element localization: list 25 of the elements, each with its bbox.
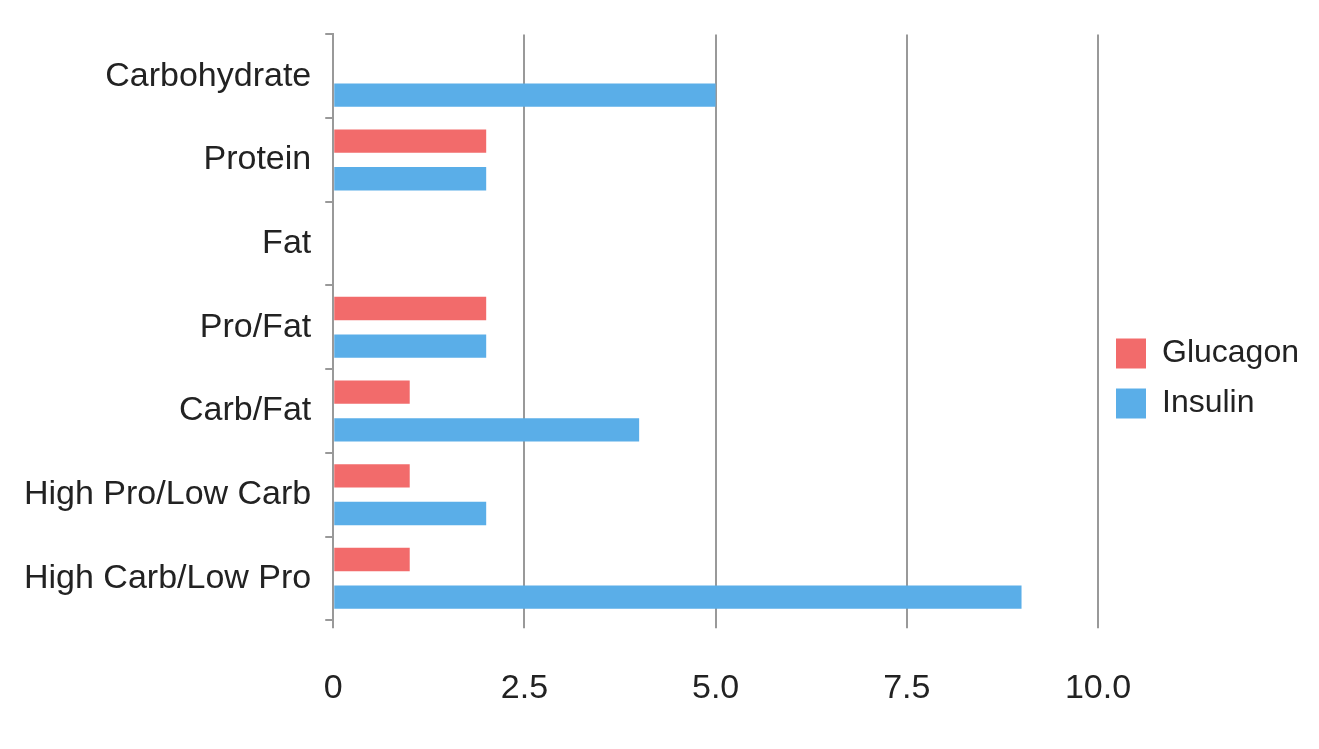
bar [334, 296, 487, 321]
bar [334, 129, 487, 153]
x-tick-label: 7.5 [883, 666, 931, 705]
bar [334, 464, 410, 488]
bar [334, 501, 487, 526]
x-tick-label: 10.0 [1064, 666, 1132, 705]
y-tick-label: High Pro/Low Carb [23, 473, 312, 512]
y-tick-label: Carb/Fat [178, 389, 312, 428]
y-tick-label: High Carb/Low Pro [23, 556, 312, 595]
legend-label: Glucagon [1162, 333, 1299, 370]
y-tick-label: Pro/Fat [199, 305, 312, 344]
bar [334, 418, 640, 442]
y-tick-label: Fat [262, 221, 312, 260]
x-tick-label: 0 [323, 666, 343, 705]
bar [334, 83, 716, 107]
x-tick-label: 2.5 [500, 666, 549, 705]
bar [334, 167, 487, 191]
bar [334, 547, 410, 572]
bar [334, 334, 487, 358]
bar [334, 585, 1022, 609]
y-tick-label: Protein [203, 138, 312, 177]
y-tick-label: Carbohydrate [105, 54, 312, 93]
x-tick-label: 5.0 [692, 666, 740, 705]
legend-label: Insulin [1162, 383, 1255, 420]
bar [334, 380, 410, 404]
